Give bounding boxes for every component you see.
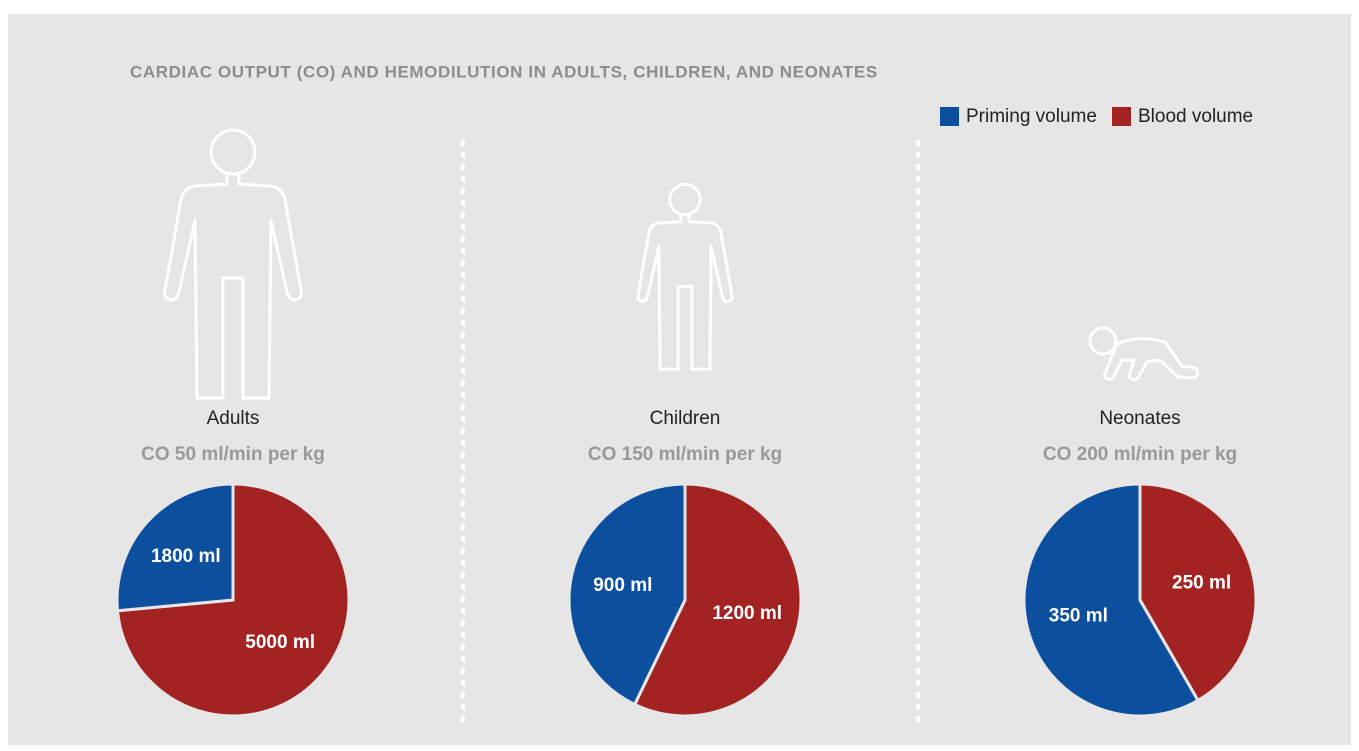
pie-title: Children — [650, 408, 721, 429]
pie-title: Adults — [207, 408, 260, 429]
value-label: 1800 ml — [151, 546, 221, 567]
baby-icon — [1088, 326, 1200, 382]
pie-slice — [115, 482, 235, 613]
main-title: CARDIAC OUTPUT (CO) AND HEMODILUTION IN … — [130, 62, 878, 81]
value-label: 900 ml — [593, 575, 652, 596]
adult-icon — [163, 128, 303, 400]
legend-label: Blood volume — [1138, 106, 1253, 127]
pie-slice — [567, 482, 687, 707]
pie-title: Neonates — [1099, 408, 1180, 429]
value-label: 250 ml — [1172, 573, 1231, 594]
value-label: 350 ml — [1049, 606, 1108, 627]
legend-label: Priming volume — [966, 106, 1097, 127]
legend-swatch — [1112, 107, 1131, 126]
value-label: 5000 ml — [245, 632, 315, 653]
pie-slice — [632, 482, 803, 718]
pie-subtitle: CO 150 ml/min per kg — [588, 444, 782, 465]
value-label: 1200 ml — [712, 603, 782, 624]
pie-subtitle: CO 200 ml/min per kg — [1043, 444, 1237, 465]
pie-subtitle: CO 50 ml/min per kg — [141, 444, 325, 465]
legend-swatch — [940, 107, 959, 126]
child-icon — [638, 184, 732, 369]
pie-slice — [1022, 482, 1201, 718]
pie-slice — [1138, 482, 1258, 703]
